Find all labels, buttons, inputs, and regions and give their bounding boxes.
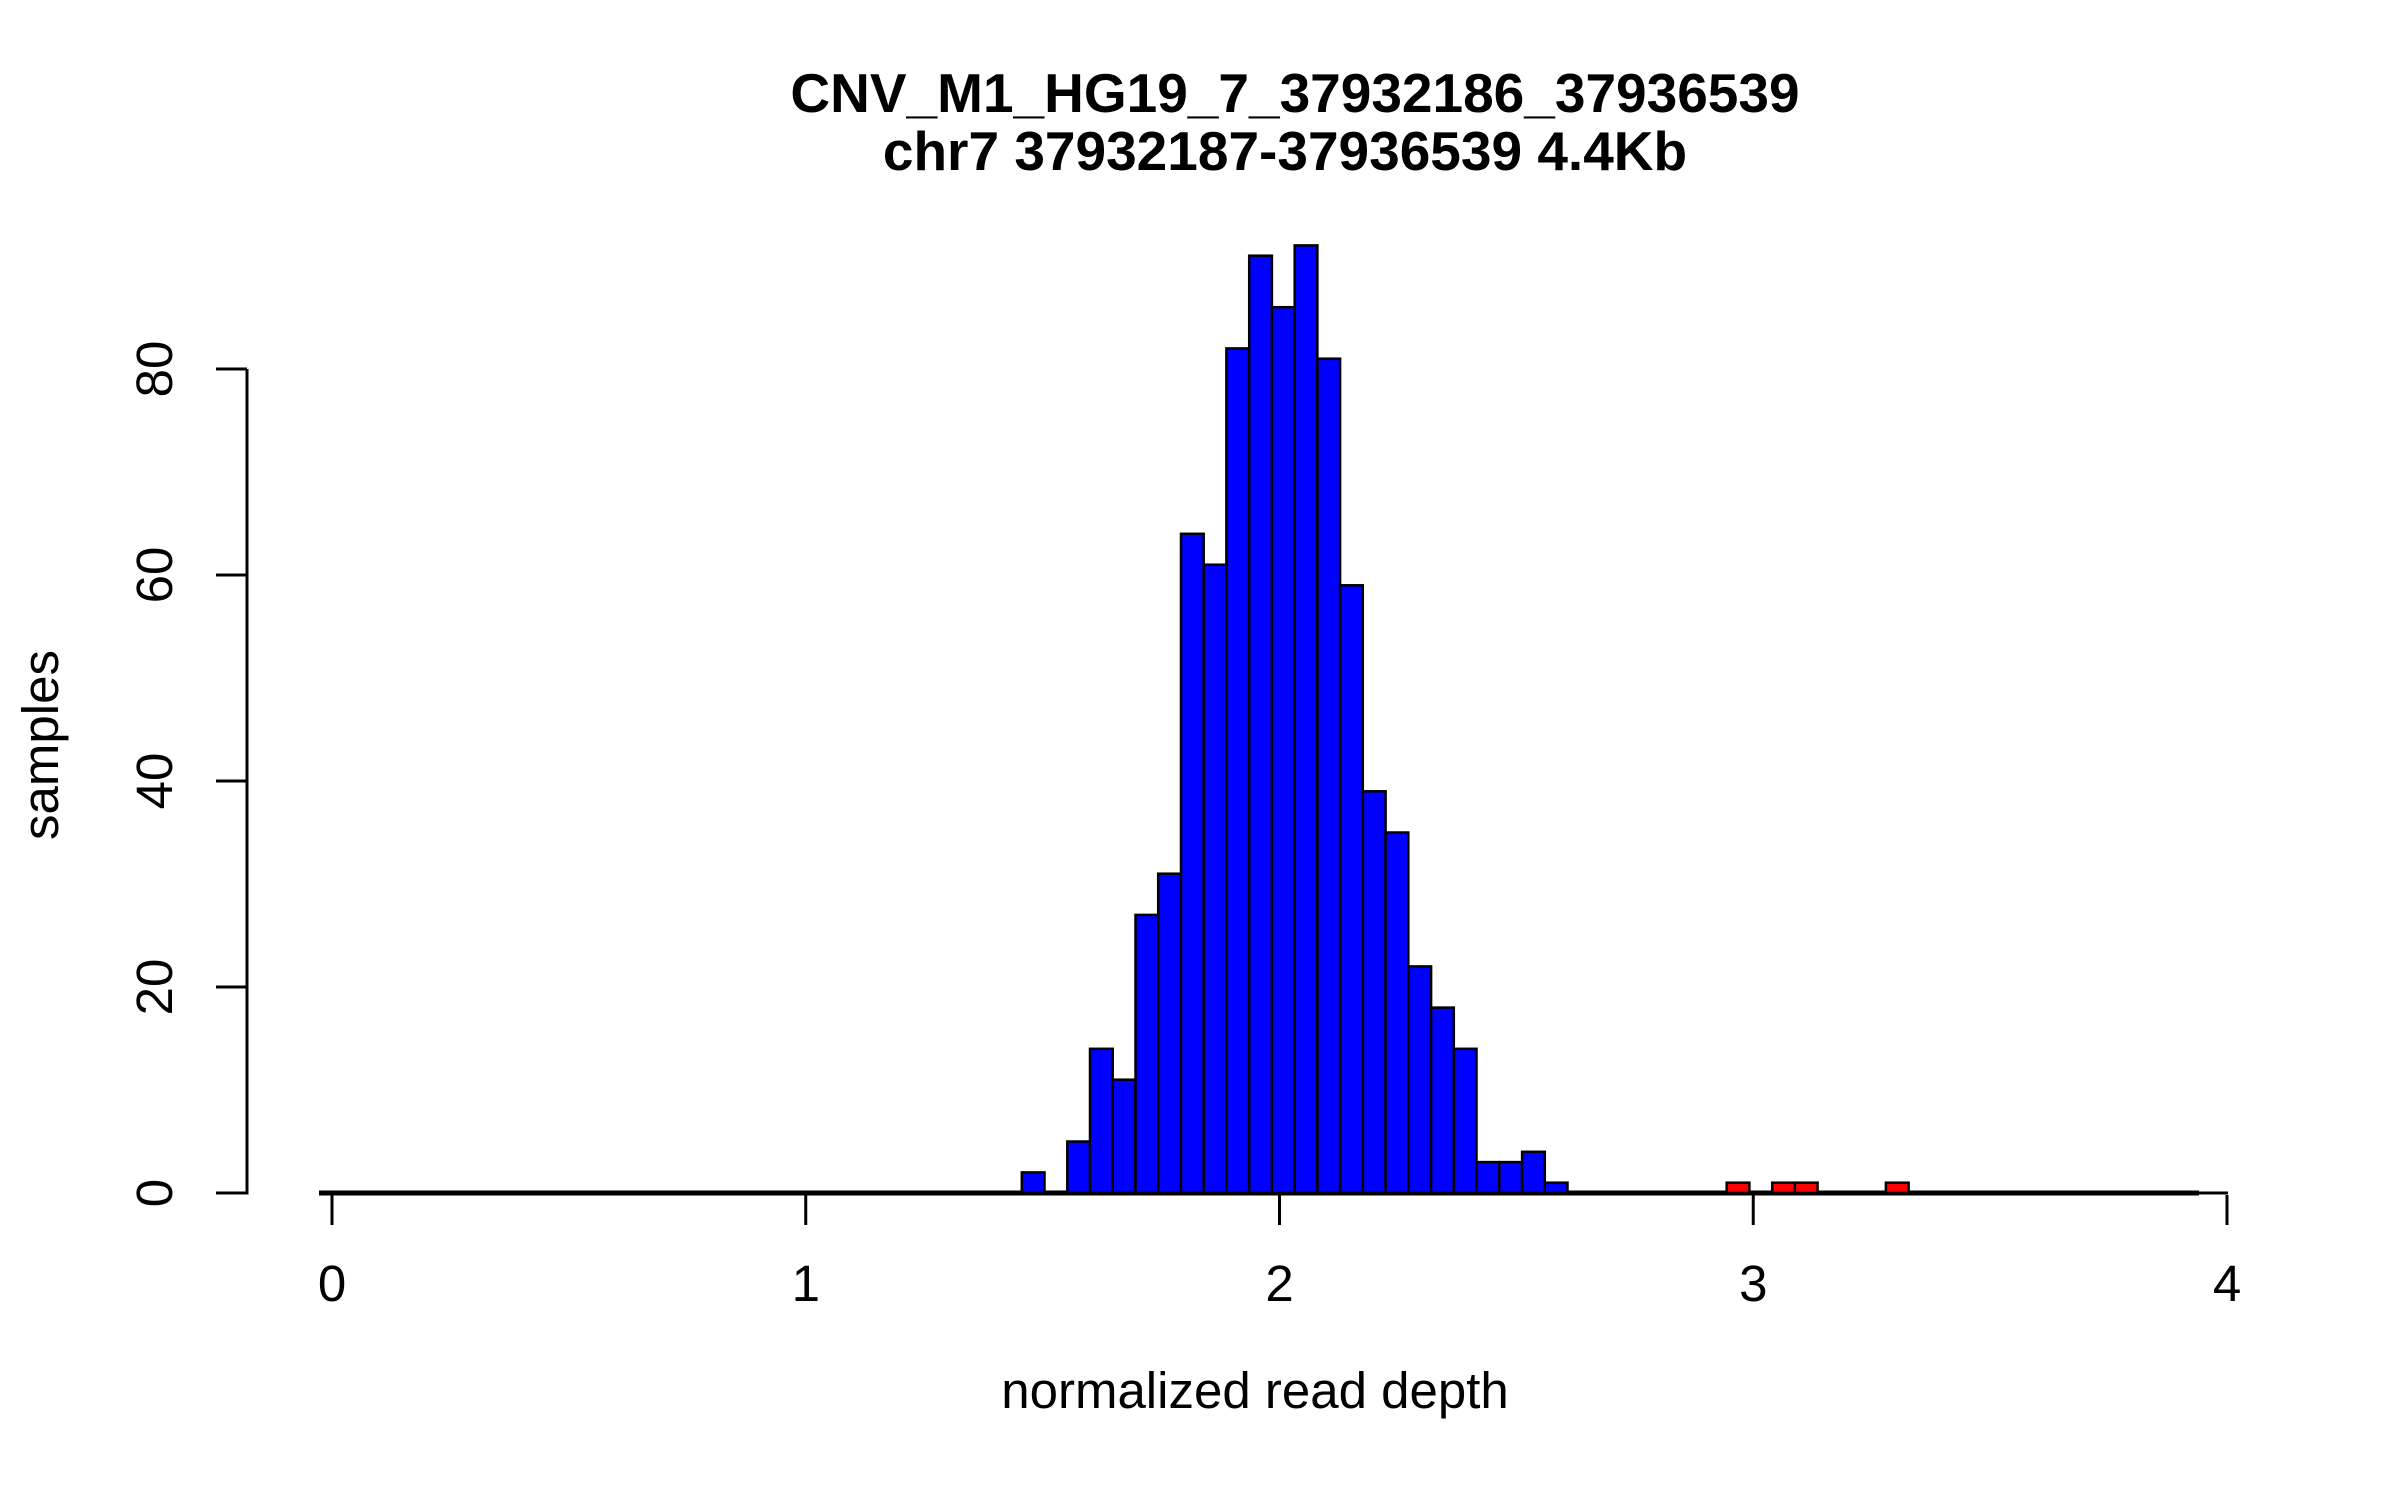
histogram-bar (1247, 254, 1274, 1195)
outlier-histogram-bar (1725, 1181, 1751, 1195)
histogram-bar (1384, 831, 1410, 1195)
histogram-bar (1066, 1140, 1092, 1195)
y-tick-label: 0 (126, 1179, 183, 1207)
outlier-histogram-bar (1884, 1181, 1910, 1195)
x-tick-label: 1 (792, 1255, 820, 1312)
histogram-bar (1429, 1006, 1456, 1195)
histogram-bar (1316, 357, 1342, 1195)
histogram-bar (1361, 790, 1387, 1195)
histogram-bar (1543, 1181, 1569, 1195)
histogram-bar (1520, 1150, 1547, 1195)
histogram-bar (1225, 347, 1251, 1195)
outlier-histogram-bar (1770, 1181, 1797, 1195)
histogram-bar (1179, 532, 1205, 1195)
histogram-bar (1475, 1160, 1501, 1195)
histogram-bar (1407, 965, 1433, 1195)
x-tick-label: 2 (1265, 1255, 1293, 1312)
plot-subtitle: chr7 37932187-37936539 4.4Kb (883, 120, 1687, 182)
x-tick-label: 0 (318, 1255, 346, 1312)
y-tick-label: 40 (126, 753, 183, 810)
plot-title: CNV_M1_HG19_7_37932186_37936539 (790, 62, 1799, 124)
y-tick-label: 60 (126, 547, 183, 604)
x-axis-ticks: 0 1 2 3 4 (318, 1195, 2241, 1312)
histogram-bar (1498, 1160, 1524, 1195)
histogram-bar (1270, 305, 1296, 1195)
histogram-bar (1088, 1047, 1114, 1195)
histogram-bar (1293, 244, 1319, 1195)
histogram-bar (1452, 1047, 1478, 1195)
x-axis-label: normalized read depth (1001, 1362, 1509, 1419)
histogram-bar (1338, 584, 1365, 1195)
histogram-bar (1202, 563, 1228, 1195)
histogram-bar (1111, 1078, 1137, 1195)
histogram-bars (1020, 244, 1910, 1195)
x-tick-label: 4 (2213, 1255, 2241, 1312)
outlier-histogram-bar (1793, 1181, 1819, 1195)
histogram-bar (1156, 872, 1183, 1195)
x-tick-label: 3 (1739, 1255, 1767, 1312)
y-tick-label: 20 (126, 959, 183, 1016)
y-tick-label: 80 (126, 341, 183, 398)
histogram-bar (1020, 1171, 1046, 1195)
histogram-bar (1134, 913, 1160, 1195)
y-axis-ticks: 0 20 40 60 80 (126, 341, 247, 1207)
y-axis-label: samples (12, 650, 69, 840)
